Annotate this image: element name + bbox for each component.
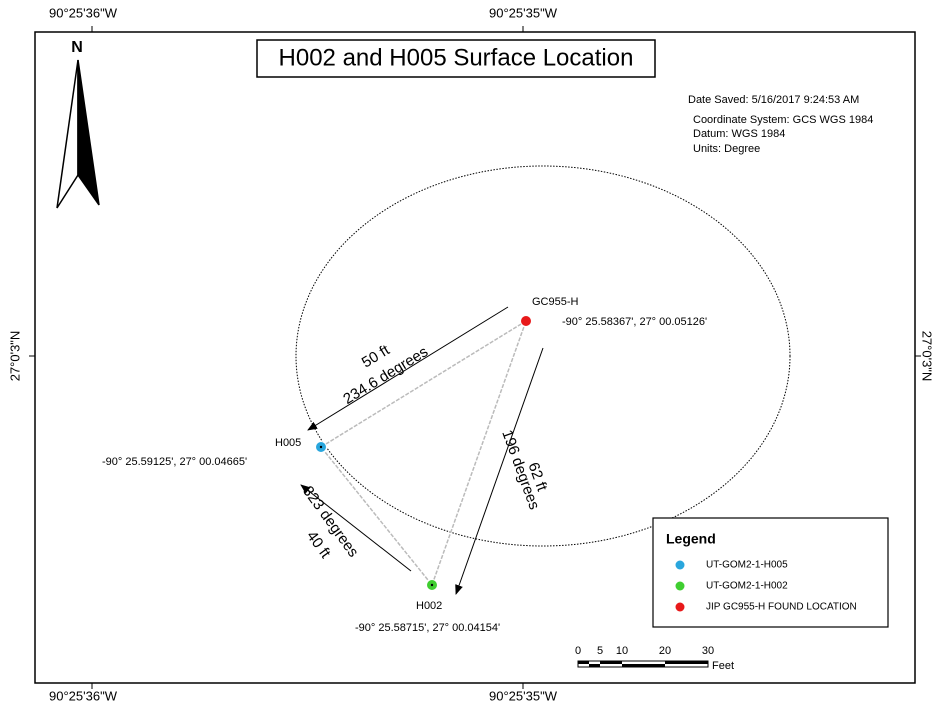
graticule-label: 27°0'3"N	[920, 331, 933, 382]
legend-item: UT-GOM2-1-H002	[706, 581, 788, 592]
info-text: Datum: WGS 1984	[693, 128, 785, 140]
legend-item: JIP GC955-H FOUND LOCATION	[706, 602, 857, 613]
graticule-label: 90°25'35"W	[489, 688, 558, 703]
scale-label: 10	[616, 645, 628, 657]
connection-lines	[319, 319, 528, 587]
radius-circle	[295, 165, 791, 547]
north-label: N	[71, 39, 83, 56]
legend-item: UT-GOM2-1-H005	[706, 560, 788, 571]
scale-label: 5	[597, 645, 603, 657]
measure-arrow	[307, 306, 509, 431]
legend-box	[652, 517, 889, 628]
measure-arrow	[300, 484, 412, 572]
point-gc955[interactable]	[520, 315, 532, 327]
legend-symbol	[675, 581, 685, 591]
scale-bar-segment	[578, 661, 589, 664]
point-coords: -90° 25.58715', 27° 00.04154'	[355, 622, 500, 634]
scale-bar-segment	[600, 661, 622, 664]
point-name: H005	[275, 437, 301, 449]
info-text: Units: Degree	[693, 143, 760, 155]
graticule-label: 90°25'36"W	[49, 5, 118, 20]
legend-symbol	[675, 602, 685, 612]
map-frame	[34, 31, 916, 684]
scale-bar-segment	[622, 664, 665, 667]
legend-symbol	[675, 560, 685, 570]
info-text: Coordinate System: GCS WGS 1984	[693, 114, 873, 126]
legend-title: Legend	[666, 531, 716, 547]
point-name: H002	[416, 600, 442, 612]
point-name: GC955-H	[532, 296, 579, 308]
graticule-label: 27°0'3"N	[7, 331, 22, 382]
graticule-label: 90°25'36"W	[49, 688, 118, 703]
scale-unit: Feet	[712, 660, 734, 672]
scale-label: 30	[702, 645, 714, 657]
measure-arrow	[455, 347, 544, 595]
scale-bar-segment	[589, 664, 600, 667]
map-title: H002 and H005 Surface Location	[279, 44, 634, 71]
point-center	[319, 445, 323, 449]
point-coords: -90° 25.58367', 27° 00.05126'	[562, 316, 707, 328]
title-box	[256, 39, 656, 78]
scale-bar-segment	[665, 661, 708, 664]
north-arrow	[77, 59, 100, 206]
graticule-label: 90°25'35"W	[489, 5, 558, 20]
scale-label: 20	[659, 645, 671, 657]
north-arrow	[56, 59, 79, 209]
scale-label: 0	[575, 645, 581, 657]
point-coords: -90° 25.59125', 27° 00.04665'	[102, 456, 247, 468]
point-center	[430, 583, 434, 587]
info-text: Date Saved: 5/16/2017 9:24:53 AM	[688, 94, 859, 106]
